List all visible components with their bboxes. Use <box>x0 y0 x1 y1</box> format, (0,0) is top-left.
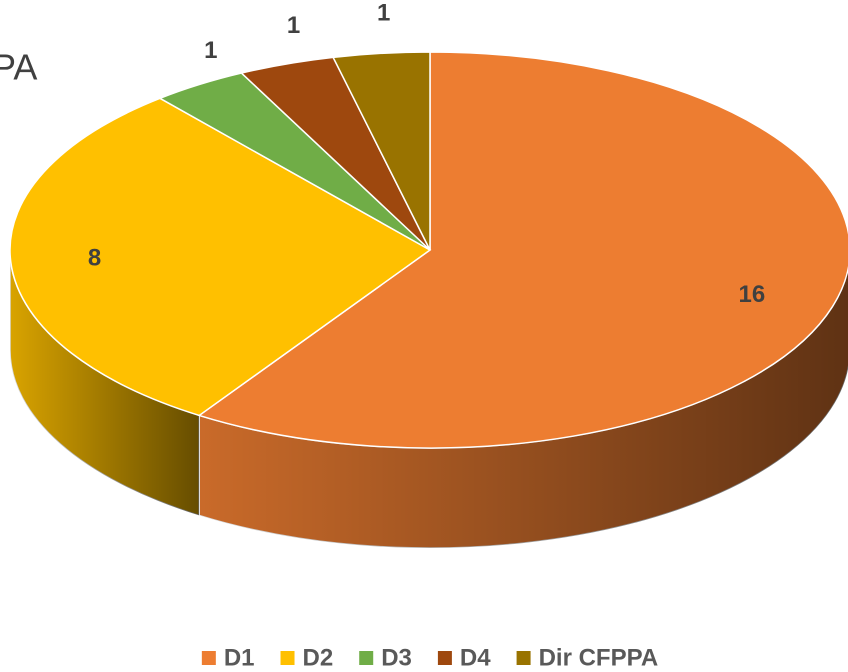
data-label: 16 <box>739 281 766 308</box>
legend-swatch <box>201 651 216 665</box>
pie-slice <box>197 51 848 449</box>
pie-sides <box>9 249 848 549</box>
legend-item: D3 <box>359 644 412 671</box>
legend-item: Dir CFPPA <box>516 644 659 671</box>
data-label: 8 <box>88 245 101 272</box>
pie-tops <box>9 51 848 449</box>
legend-swatch <box>516 651 531 665</box>
legend-item: D1 <box>201 644 255 671</box>
legend-item: D2 <box>280 644 334 671</box>
legend-label: D1 <box>224 644 255 671</box>
legend-label: Dir CFPPA <box>539 644 659 671</box>
data-label: 1 <box>377 0 390 26</box>
legend-item: D4 <box>437 644 491 671</box>
legend-label: D4 <box>460 644 491 671</box>
data-label: 1 <box>287 12 300 39</box>
data-labels: 16 8 1 1 1 <box>88 0 765 308</box>
chart-title: PA <box>0 47 37 88</box>
legend-swatch <box>437 651 452 665</box>
legend: D1 D2 D3 D4 Dir CFPPA <box>201 644 659 671</box>
pie-slice <box>9 97 432 417</box>
pie-side-shade <box>199 268 848 548</box>
legend-swatch <box>359 651 374 665</box>
legend-swatch <box>280 651 295 665</box>
legend-label: D2 <box>303 644 334 671</box>
legend-label: D3 <box>381 644 412 671</box>
data-label: 1 <box>204 37 217 64</box>
pie-side-shade <box>10 250 200 516</box>
pie-slice <box>331 51 431 251</box>
